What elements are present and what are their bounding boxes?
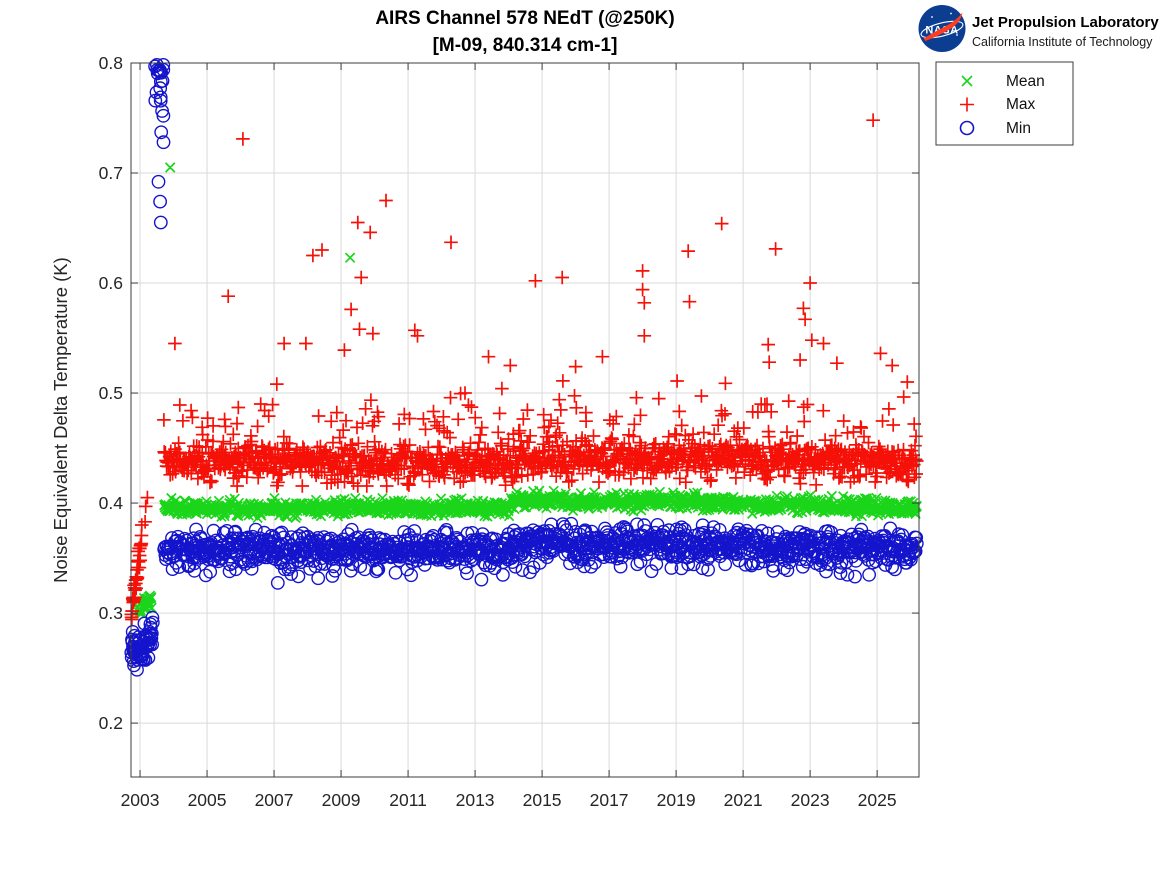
axes: 2003 2005 2007 2009 2011 2013 2015 2017 2019 2021… <box>99 53 920 810</box>
x-tick-label: 2023 <box>791 790 830 810</box>
jpl-name: Jet Propulsion Laboratory <box>972 14 1159 31</box>
x-tick-label: 2015 <box>523 790 562 810</box>
y-tick-label: 0.5 <box>99 383 123 403</box>
grid <box>131 62 919 777</box>
chart-title-line1: AIRS Channel 578 NEdT (@250K) <box>375 8 674 29</box>
y-tick-label: 0.3 <box>99 603 123 623</box>
y-tick-label: 0.6 <box>99 273 123 293</box>
y-tick-label: 0.8 <box>99 53 123 73</box>
chart-title-line2: [M-09, 840.314 cm-1] <box>433 35 618 56</box>
x-tick-label: 2025 <box>858 790 897 810</box>
legend-label-max: Max <box>1006 96 1036 113</box>
y-tick-label: 0.2 <box>99 713 123 733</box>
legend-marker-min <box>959 120 975 136</box>
series-min <box>124 58 924 677</box>
plot-box <box>130 62 920 778</box>
legend-markers <box>959 75 975 136</box>
x-tick-label: 2019 <box>657 790 696 810</box>
x-tick-label: 2011 <box>389 790 427 810</box>
jpl-sub: California Institute of Technology <box>972 35 1153 49</box>
x-tick-label: 2009 <box>322 790 361 810</box>
legend-box <box>935 61 1074 146</box>
x-tick-label: 2021 <box>724 790 763 810</box>
legend-marker-max <box>960 97 974 112</box>
y-tick-label: 0.7 <box>99 163 123 183</box>
legend-marker-mean <box>961 75 973 87</box>
legend-label-min: Min <box>1006 120 1031 137</box>
x-tick-label: 2007 <box>255 790 294 810</box>
nasa-orbit <box>920 20 964 39</box>
x-tick-label: 2005 <box>188 790 227 810</box>
legend-label-mean: Mean <box>1006 73 1045 90</box>
x-tick-label: 2017 <box>590 790 629 810</box>
y-axis-label: Noise Equivalent Delta Temperature (K) <box>50 257 71 583</box>
series-group <box>124 58 924 677</box>
nasa-logo: NASA <box>918 5 966 52</box>
x-tick-label: 2003 <box>121 790 160 810</box>
x-tick-label: 2013 <box>456 790 495 810</box>
y-tick-label: 0.4 <box>99 493 124 513</box>
jpl-wordmark: Jet Propulsion Laboratory California Ins… <box>972 14 1159 49</box>
nasa-swoosh <box>923 12 963 41</box>
legend: Mean Max Min <box>935 61 1074 146</box>
